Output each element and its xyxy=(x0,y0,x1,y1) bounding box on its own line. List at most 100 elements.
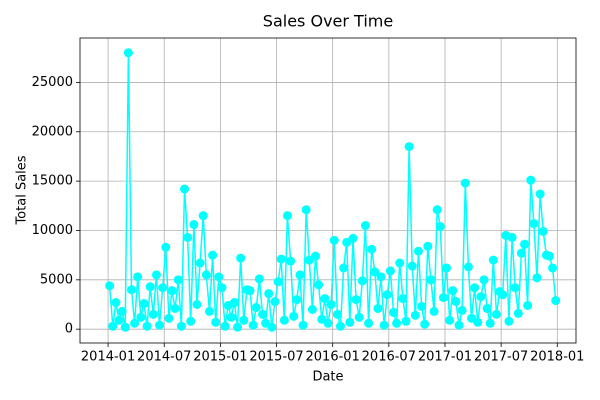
point xyxy=(164,313,174,323)
point xyxy=(248,320,258,330)
point xyxy=(535,189,545,199)
point xyxy=(491,309,501,319)
point xyxy=(429,306,439,316)
y-tick-label: 5000 xyxy=(40,272,73,287)
point xyxy=(183,232,193,242)
point xyxy=(136,312,146,322)
point xyxy=(445,315,455,325)
point xyxy=(167,286,177,296)
point xyxy=(326,300,336,310)
point xyxy=(111,298,121,308)
point xyxy=(376,272,386,282)
point xyxy=(180,184,190,194)
point xyxy=(254,274,264,284)
point xyxy=(245,286,255,296)
point xyxy=(529,219,539,229)
point xyxy=(373,303,383,313)
x-tick-label: 2014-07 xyxy=(137,350,191,365)
point xyxy=(463,262,473,272)
point xyxy=(482,303,492,313)
point xyxy=(186,316,196,326)
point xyxy=(510,283,520,293)
point xyxy=(123,48,133,58)
point xyxy=(270,297,280,307)
point xyxy=(239,315,249,325)
y-tick-label: 15000 xyxy=(32,174,73,189)
point xyxy=(220,321,230,331)
point xyxy=(151,270,161,280)
point xyxy=(176,321,186,331)
point xyxy=(148,309,158,319)
point xyxy=(145,282,155,292)
point xyxy=(498,290,508,300)
point xyxy=(538,226,548,236)
x-tick-label: 2016-01 xyxy=(306,350,360,365)
point xyxy=(532,273,542,283)
point xyxy=(516,248,526,258)
point xyxy=(451,297,461,307)
point xyxy=(473,317,483,327)
point xyxy=(426,275,436,285)
point xyxy=(267,322,277,332)
point xyxy=(105,281,115,291)
point xyxy=(298,320,308,330)
y-tick-label: 0 xyxy=(65,322,73,337)
x-tick-label: 2017-07 xyxy=(474,350,528,365)
point xyxy=(457,305,467,315)
point xyxy=(392,318,402,328)
point xyxy=(507,232,517,242)
point xyxy=(133,272,143,282)
point xyxy=(485,318,495,328)
point xyxy=(442,263,452,273)
point xyxy=(320,294,330,304)
point xyxy=(435,222,445,232)
x-tick-label: 2014-01 xyxy=(81,350,135,365)
point xyxy=(513,308,523,318)
x-tick-label: 2015-01 xyxy=(193,350,247,365)
point xyxy=(448,286,458,296)
point xyxy=(470,283,480,293)
x-tick-label: 2018-01 xyxy=(530,350,584,365)
point xyxy=(367,244,377,254)
point xyxy=(460,178,470,188)
point xyxy=(323,318,333,328)
point xyxy=(189,220,199,230)
point xyxy=(282,211,292,221)
point xyxy=(389,307,399,317)
point xyxy=(488,255,498,265)
point xyxy=(114,315,124,325)
x-tick-label: 2015-07 xyxy=(249,350,303,365)
y-tick-label: 10000 xyxy=(32,223,73,238)
point xyxy=(233,322,243,332)
point xyxy=(329,235,339,245)
point xyxy=(354,312,364,322)
point xyxy=(385,266,395,276)
point xyxy=(155,320,165,330)
point xyxy=(158,283,168,293)
y-axis-label: Total Sales xyxy=(15,155,30,225)
point xyxy=(126,285,136,295)
x-axis-label: Date xyxy=(312,370,343,385)
x-tick-label: 2017-01 xyxy=(418,350,472,365)
point xyxy=(345,317,355,327)
point xyxy=(314,280,324,290)
point xyxy=(214,272,224,282)
point xyxy=(348,233,358,243)
point xyxy=(410,310,420,320)
point xyxy=(161,242,171,252)
point xyxy=(339,263,349,273)
point xyxy=(130,318,140,328)
point xyxy=(198,211,208,221)
point xyxy=(351,295,361,305)
point xyxy=(382,290,392,300)
y-tick-label: 20000 xyxy=(32,124,73,139)
y-tick-label: 25000 xyxy=(32,75,73,90)
point xyxy=(173,275,183,285)
point xyxy=(370,267,380,277)
point xyxy=(195,258,205,268)
point xyxy=(404,142,414,152)
point xyxy=(357,276,367,286)
point xyxy=(257,309,267,319)
